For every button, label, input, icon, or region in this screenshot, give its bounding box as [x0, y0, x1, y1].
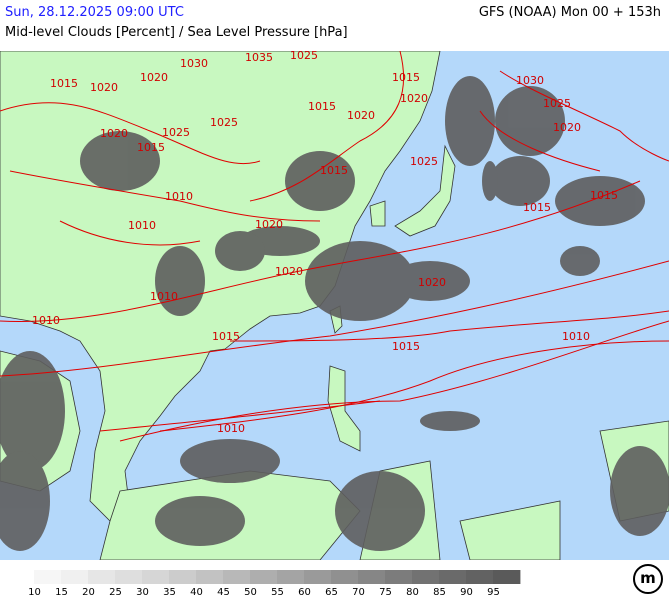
- legend-label: 80: [406, 587, 419, 598]
- meteoblue-logo: m: [633, 564, 663, 594]
- isobar-label: 1010: [562, 330, 590, 343]
- legend-label: 20: [82, 587, 95, 598]
- cloud-cover: [0, 76, 669, 551]
- isobar-label: 1015: [392, 71, 420, 84]
- legend-swatch: [331, 570, 359, 584]
- legend-swatch: [358, 570, 386, 584]
- legend-swatch: [385, 570, 413, 584]
- legend-swatch: [304, 570, 332, 584]
- legend-swatch: [277, 570, 305, 584]
- legend-label: 75: [379, 587, 392, 598]
- isobar-label: 1015: [392, 340, 420, 353]
- legend-swatch: [196, 570, 224, 584]
- legend-label: 65: [325, 587, 338, 598]
- legend-label: 50: [244, 587, 257, 598]
- isobar-label: 1030: [180, 57, 208, 70]
- isobar-label: 1015: [308, 100, 336, 113]
- isobar-label: 1030: [516, 74, 544, 87]
- legend-label: 15: [55, 587, 68, 598]
- legend-label: 60: [298, 587, 311, 598]
- map-subtitle: Mid-level Clouds [Percent] / Sea Level P…: [5, 25, 348, 40]
- isobar-label: 1020: [347, 109, 375, 122]
- legend-label: 90: [460, 587, 473, 598]
- isobar-label: 1010: [150, 290, 178, 303]
- isobar-label: 1020: [553, 121, 581, 134]
- legend-swatch: [169, 570, 197, 584]
- legend-label: 45: [217, 587, 230, 598]
- legend-swatch: [142, 570, 170, 584]
- isobar-label: 1015: [137, 141, 165, 154]
- isobar-label: 1010: [165, 190, 193, 203]
- isobars: [0, 51, 669, 442]
- legend-swatch: [439, 570, 467, 584]
- isobar-label: 1020: [400, 92, 428, 105]
- isobar-label: 1015: [320, 164, 348, 177]
- legend-swatch: [7, 570, 35, 584]
- isobar-label: 1020: [275, 265, 303, 278]
- isobar-label: 1015: [50, 77, 78, 90]
- legend-swatch: [115, 570, 143, 584]
- isobar-label: 1020: [255, 218, 283, 231]
- legend-label: 95: [487, 587, 500, 598]
- legend-swatch: [412, 570, 440, 584]
- isobar-label: 1015: [212, 330, 240, 343]
- isobar-label: 1025: [410, 155, 438, 168]
- legend-label: 85: [433, 587, 446, 598]
- isobar-label: 1010: [128, 219, 156, 232]
- legend-swatch: [466, 570, 494, 584]
- legend-label: 30: [136, 587, 149, 598]
- isobar-labels: 1035 1030 1025 1020 1015 1020 1020 1025 1025 1015…: [32, 51, 618, 435]
- legend-label: 40: [190, 587, 203, 598]
- isobar-label: 1025: [543, 97, 571, 110]
- legend-swatch: [493, 570, 521, 584]
- isobar-label: 1010: [217, 422, 245, 435]
- legend-label: 70: [352, 587, 365, 598]
- legend-label: 25: [109, 587, 122, 598]
- legend-swatch: [88, 570, 116, 584]
- isobar-label: 1025: [290, 51, 318, 62]
- model-run: GFS (NOAA) Mon 00 + 153h: [478, 5, 661, 20]
- legend-swatch: [223, 570, 251, 584]
- isobar-label: 1020: [90, 81, 118, 94]
- isobar-label: 1025: [162, 126, 190, 139]
- legend-label: 10: [28, 587, 41, 598]
- isobar-label: 1020: [418, 276, 446, 289]
- isobar-label: 1010: [32, 314, 60, 327]
- legend-label: 35: [163, 587, 176, 598]
- isobar-label: 1015: [590, 189, 618, 202]
- isobar-label: 1020: [100, 127, 128, 140]
- legend-label: 55: [271, 587, 284, 598]
- isobar-label: 1035: [245, 51, 273, 64]
- forecast-datetime: Sun, 28.12.2025 09:00 UTC: [5, 5, 184, 20]
- legend-swatch: [250, 570, 278, 584]
- isobar-label: 1025: [210, 116, 238, 129]
- isobar-label: 1020: [140, 71, 168, 84]
- weather-map: 1035 1030 1025 1020 1015 1020 1020 1025 1025 1015…: [0, 51, 669, 560]
- isobar-label: 1015: [523, 201, 551, 214]
- legend-swatch: [61, 570, 89, 584]
- legend-swatch: [34, 570, 62, 584]
